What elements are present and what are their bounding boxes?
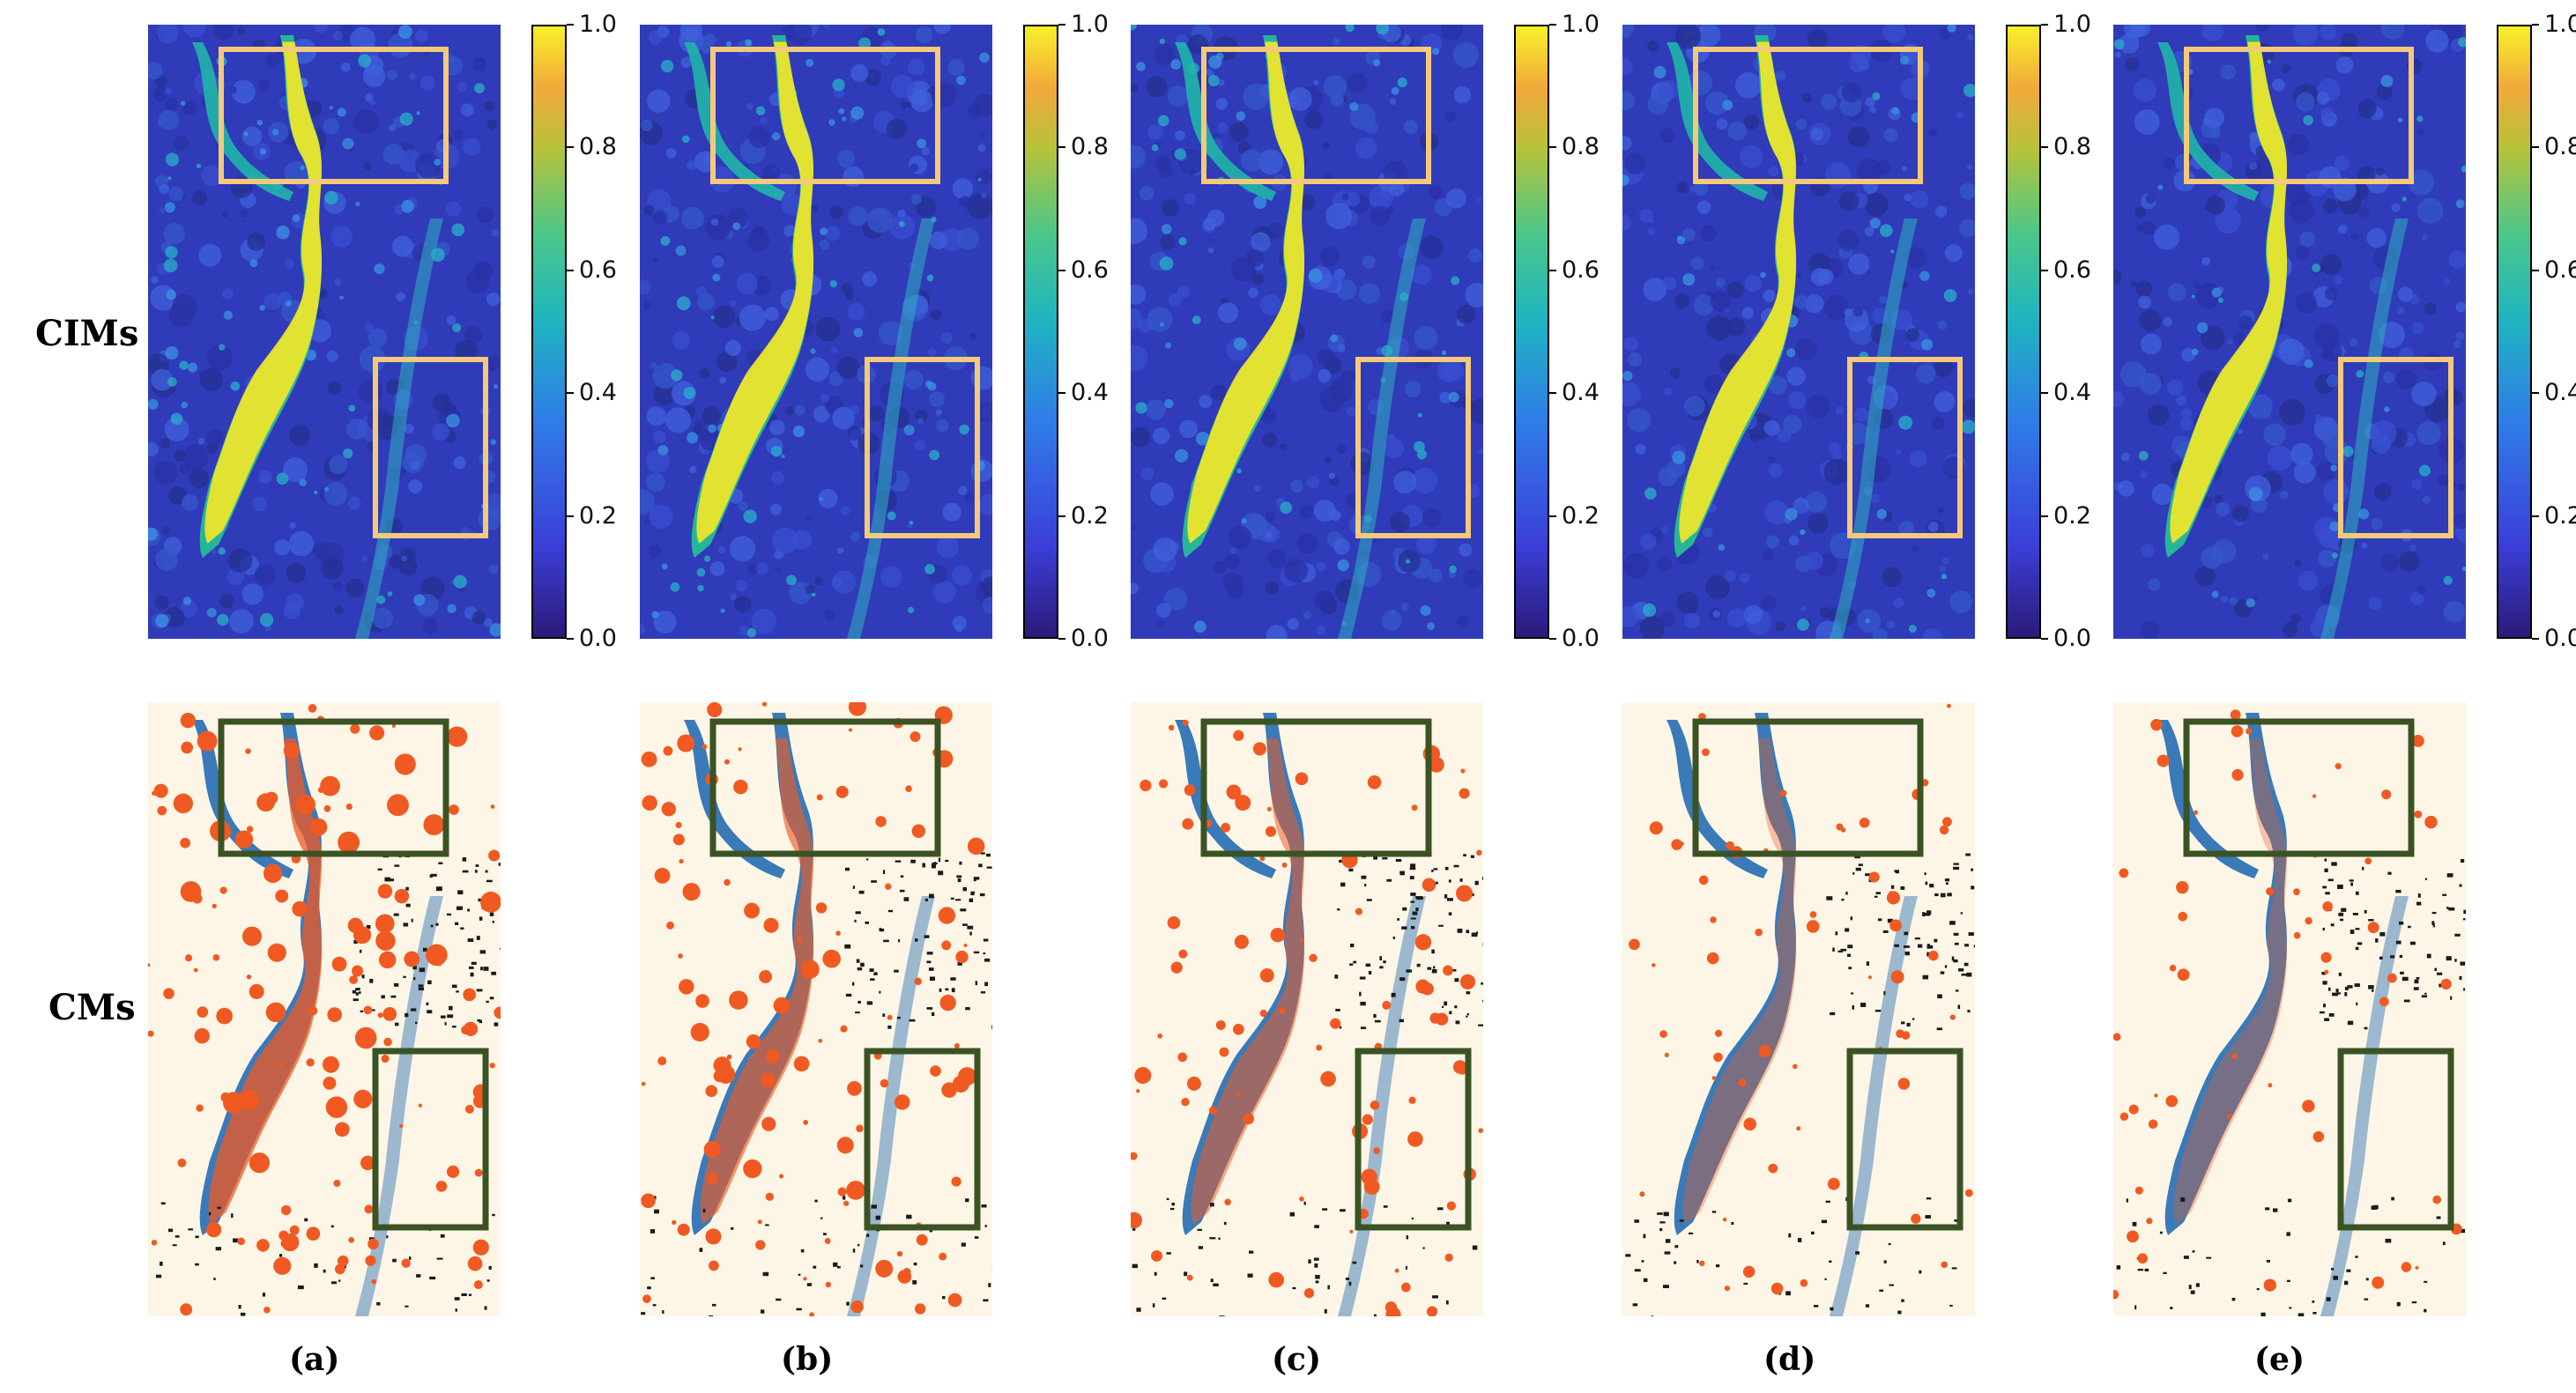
colorbar-tick-label: 0.6 — [579, 256, 617, 284]
colorbar-3 — [2006, 25, 2041, 639]
colorbar-tick-label: 0.2 — [579, 501, 617, 530]
colorbar-tickmark — [567, 146, 574, 149]
colorbar-tickmark — [567, 515, 574, 517]
cm-image-2 — [1131, 702, 1483, 1316]
colorbar-tickmark — [567, 638, 574, 640]
colorbar-tickmark — [1058, 24, 1065, 26]
colorbar-tickmark — [1549, 638, 1556, 640]
row-label-cims: CIMs — [35, 313, 139, 354]
cim-image-2 — [1131, 25, 1483, 639]
colorbar-tick-label: 0.8 — [2544, 133, 2576, 161]
colorbar-tick-label: 0.0 — [1562, 625, 1600, 652]
colorbar-tick-label: 0.0 — [579, 625, 617, 652]
panel-caption-3: (d) — [1763, 1341, 1816, 1378]
colorbar-tickmark — [2041, 146, 2048, 149]
colorbar-tick-label: 0.4 — [579, 379, 617, 407]
colorbar-tickmark — [1058, 515, 1065, 517]
colorbar-tick-label: 0.0 — [2053, 625, 2091, 652]
colorbar-tickmark — [2532, 392, 2539, 395]
colorbar-tickmark — [2532, 515, 2539, 517]
colorbar-tick-label: 0.2 — [2053, 501, 2091, 530]
cm-image-3 — [1622, 702, 1975, 1316]
colorbar-1 — [1023, 25, 1058, 639]
colorbar-tick-label: 0.4 — [1071, 379, 1109, 407]
colorbar-tick-label: 0.8 — [1071, 133, 1109, 161]
cim-image-4 — [2113, 25, 2466, 639]
cm-image-1 — [640, 702, 992, 1316]
colorbar-tickmark — [1549, 269, 1556, 271]
colorbar-tick-label: 0.8 — [1562, 133, 1600, 161]
colorbar-tickmark — [2041, 515, 2048, 517]
colorbar-tick-label: 0.6 — [2544, 256, 2576, 284]
colorbar-tickmark — [1058, 392, 1065, 395]
colorbar-tick-label: 1.0 — [1071, 11, 1109, 38]
colorbar-tickmark — [2532, 638, 2539, 640]
colorbar-tickmark — [1058, 638, 1065, 640]
cim-image-0 — [148, 25, 501, 639]
colorbar-tickmark — [1549, 515, 1556, 517]
colorbar-tickmark — [567, 269, 574, 271]
colorbar-tickmark — [2532, 269, 2539, 271]
colorbar-tick-label: 0.0 — [2544, 625, 2576, 652]
colorbar-tickmark — [2041, 269, 2048, 271]
colorbar-tick-label: 1.0 — [2053, 11, 2091, 38]
colorbar-tickmark — [1058, 269, 1065, 271]
colorbar-tickmark — [1549, 392, 1556, 395]
cm-image-4 — [2113, 702, 2466, 1316]
colorbar-tick-label: 0.8 — [579, 133, 617, 161]
colorbar-tickmark — [2041, 392, 2048, 395]
cm-image-0 — [148, 702, 501, 1316]
panel-caption-1: (b) — [781, 1341, 834, 1378]
colorbar-tickmark — [2532, 146, 2539, 149]
colorbar-tick-label: 0.2 — [2544, 501, 2576, 530]
colorbar-tickmark — [2041, 24, 2048, 26]
colorbar-tick-label: 0.6 — [1562, 256, 1600, 284]
colorbar-tickmark — [1549, 146, 1556, 149]
colorbar-tick-label: 0.8 — [2053, 133, 2091, 161]
panel-caption-2: (c) — [1272, 1341, 1321, 1378]
colorbar-tickmark — [567, 24, 574, 26]
colorbar-4 — [2497, 25, 2532, 639]
panel-caption-4: (e) — [2254, 1341, 2305, 1378]
colorbar-tick-label: 0.6 — [2053, 256, 2091, 284]
colorbar-2 — [1514, 25, 1549, 639]
colorbar-tick-label: 1.0 — [579, 11, 617, 38]
colorbar-tickmark — [2532, 24, 2539, 26]
colorbar-tickmark — [567, 392, 574, 395]
colorbar-tick-label: 1.0 — [2544, 11, 2576, 38]
cim-image-1 — [640, 25, 992, 639]
colorbar-tick-label: 0.2 — [1562, 501, 1600, 530]
colorbar-0 — [531, 25, 567, 639]
colorbar-tickmark — [1549, 24, 1556, 26]
colorbar-tick-label: 0.6 — [1071, 256, 1109, 284]
colorbar-tick-label: 0.4 — [1562, 379, 1600, 407]
colorbar-tickmark — [2041, 638, 2048, 640]
colorbar-tickmark — [1058, 146, 1065, 149]
colorbar-tick-label: 0.4 — [2053, 379, 2091, 407]
colorbar-tick-label: 0.0 — [1071, 625, 1109, 652]
colorbar-tick-label: 0.4 — [2544, 379, 2576, 407]
colorbar-tick-label: 1.0 — [1562, 11, 1600, 38]
panel-caption-0: (a) — [289, 1341, 340, 1378]
row-label-cms: CMs — [48, 987, 136, 1028]
cim-image-3 — [1622, 25, 1975, 639]
colorbar-tick-label: 0.2 — [1071, 501, 1109, 530]
